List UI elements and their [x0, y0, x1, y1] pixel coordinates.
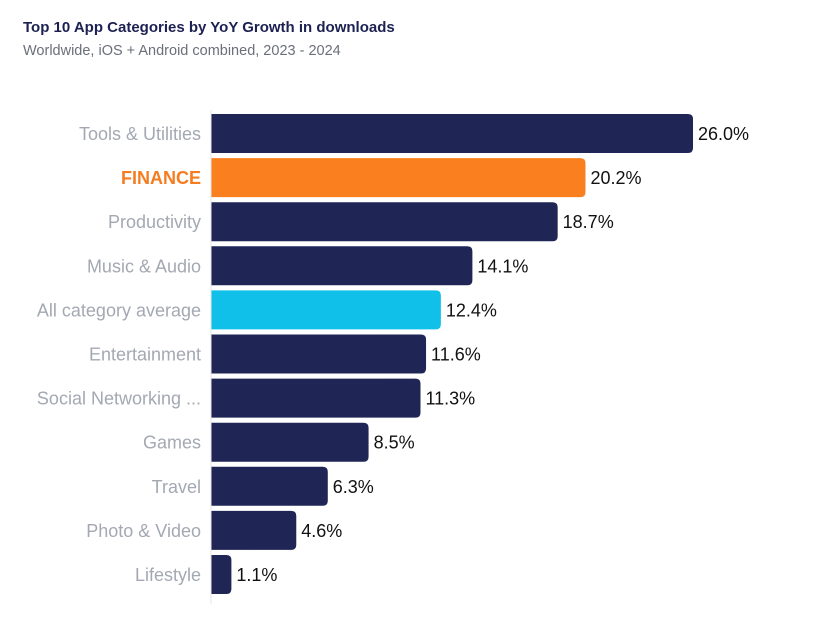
bar-games: [211, 422, 369, 462]
bar-entertainment: [211, 334, 427, 374]
value-label-photo-video: 4.6%: [301, 521, 342, 541]
category-label-lifestyle: Lifestyle: [135, 565, 201, 585]
category-label-entertainment: Entertainment: [89, 345, 201, 365]
bar-tools-utilities: [211, 114, 693, 153]
value-label-entertainment: 11.6%: [431, 345, 481, 365]
bar-photo-video: [211, 510, 297, 550]
category-label-tools-utilities: Tools & Utilities: [79, 124, 201, 144]
bars-group: Tools & Utilities 26.0% FINANCE 20.2% Produc…: [37, 114, 749, 594]
value-label-lifestyle: 1.1%: [236, 565, 277, 585]
value-label-travel: 6.3%: [333, 477, 374, 497]
category-label-music-audio: Music & Audio: [87, 256, 201, 276]
category-label-photo-video: Photo & Video: [86, 521, 201, 541]
category-label-all-category-average: All category average: [37, 300, 201, 320]
category-label-finance: FINANCE: [121, 168, 201, 188]
bar-all-category-average: [211, 290, 441, 330]
chart-title: Top 10 App Categories by YoY Growth in d…: [23, 19, 395, 36]
category-label-social-networking: Social Networking ...: [37, 389, 201, 409]
value-label-productivity: 18.7%: [563, 212, 614, 232]
bar-social-networking: [211, 378, 421, 418]
bar-productivity: [211, 202, 558, 242]
bar-music-audio: [211, 246, 473, 286]
category-label-travel: Travel: [152, 477, 201, 497]
category-label-games: Games: [143, 433, 201, 453]
value-label-all-category-average: 12.4%: [446, 300, 497, 320]
category-label-productivity: Productivity: [108, 212, 201, 232]
bar-travel: [211, 466, 328, 506]
value-label-finance: 20.2%: [590, 168, 641, 188]
value-label-games: 8.5%: [374, 433, 415, 453]
value-label-tools-utilities: 26.0%: [698, 124, 749, 144]
value-label-music-audio: 14.1%: [477, 256, 528, 276]
bar-lifestyle: [211, 555, 232, 594]
chart-subtitle: Worldwide, iOS + Android combined, 2023 …: [23, 43, 341, 59]
bar-finance: [211, 158, 586, 198]
value-label-social-networking: 11.3%: [425, 389, 475, 409]
